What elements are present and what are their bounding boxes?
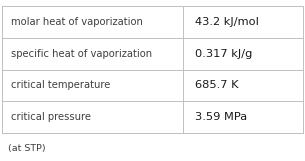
- Text: critical pressure: critical pressure: [11, 112, 91, 122]
- Text: critical temperature: critical temperature: [11, 80, 110, 90]
- Text: specific heat of vaporization: specific heat of vaporization: [11, 49, 152, 59]
- Text: (at STP): (at STP): [8, 144, 45, 153]
- Text: molar heat of vaporization: molar heat of vaporization: [11, 17, 142, 27]
- Text: 685.7 K: 685.7 K: [195, 80, 239, 90]
- Text: 0.317 kJ/g: 0.317 kJ/g: [195, 49, 253, 59]
- Text: 3.59 MPa: 3.59 MPa: [195, 112, 247, 122]
- Text: 43.2 kJ/mol: 43.2 kJ/mol: [195, 17, 259, 27]
